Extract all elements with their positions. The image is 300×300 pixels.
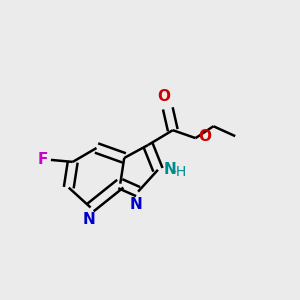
Text: O: O <box>158 89 170 104</box>
Text: -H: -H <box>172 165 187 179</box>
Text: N: N <box>130 196 142 211</box>
Text: F: F <box>38 152 48 167</box>
Text: O: O <box>199 129 212 144</box>
Text: N: N <box>82 212 95 227</box>
Text: N: N <box>164 162 177 177</box>
